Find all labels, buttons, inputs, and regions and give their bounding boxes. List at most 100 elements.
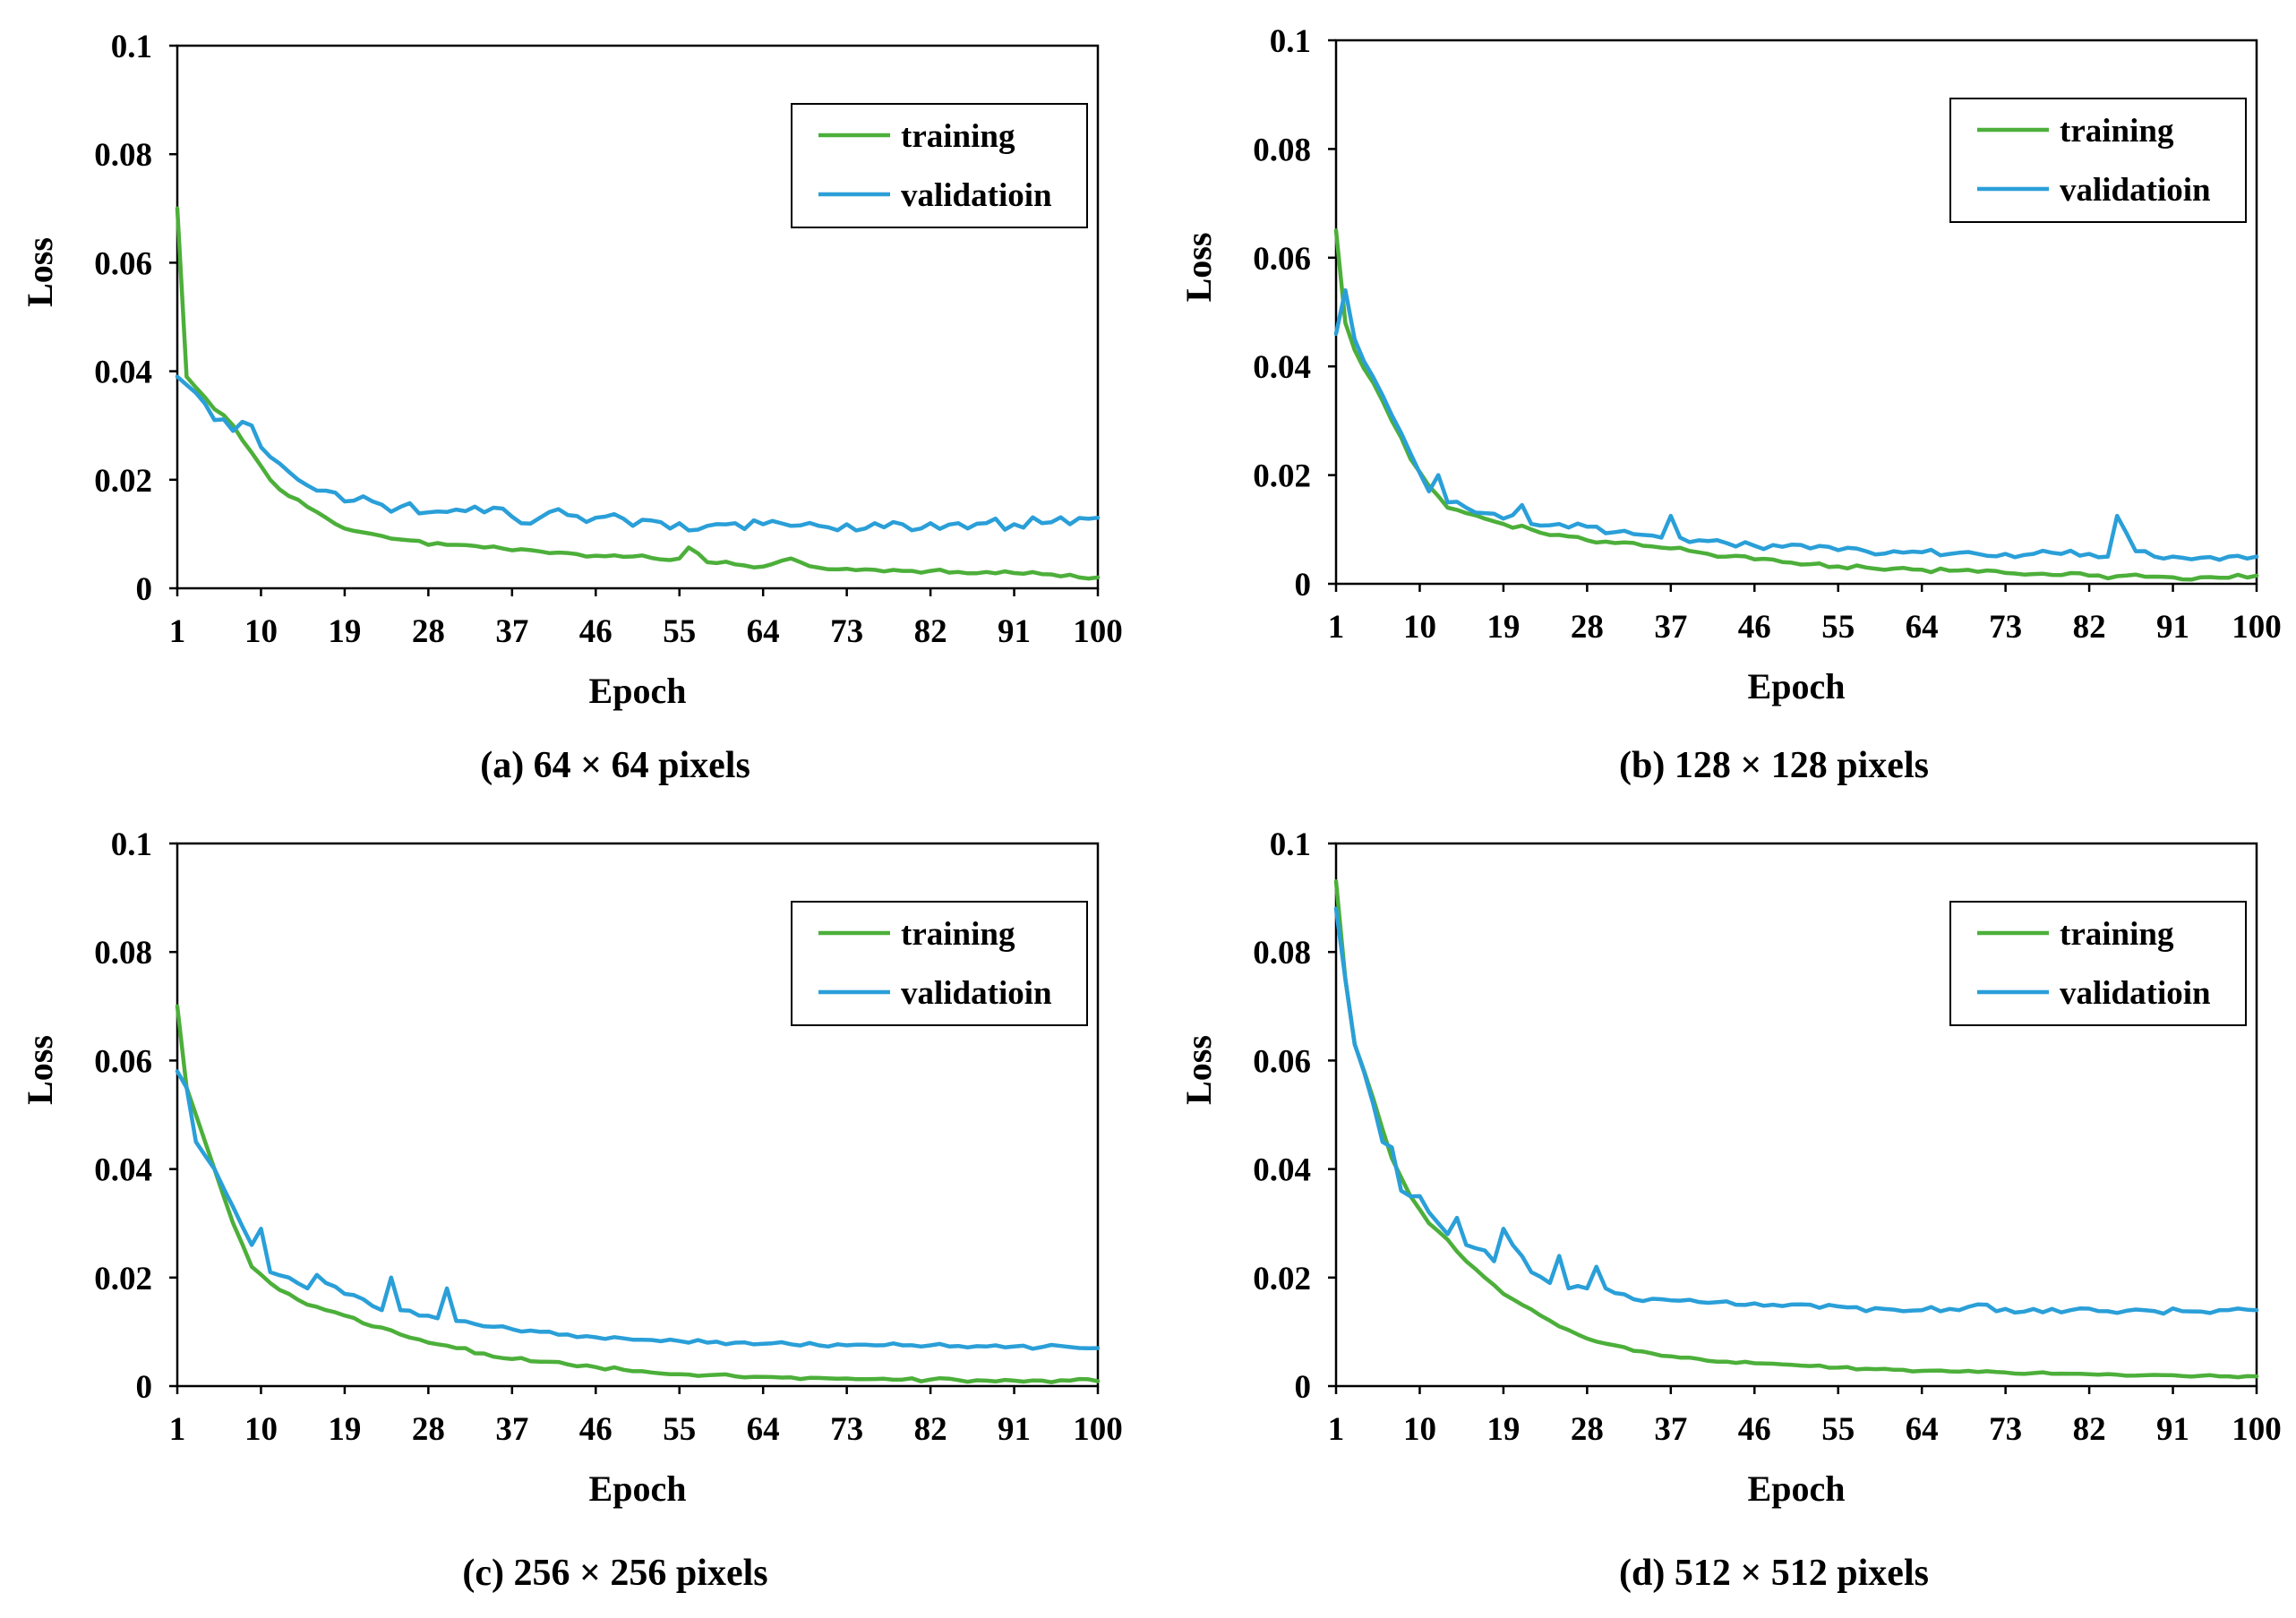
x-tick-label: 28 — [1571, 1411, 1604, 1448]
x-tick-label: 37 — [1654, 609, 1687, 646]
series-line-training — [175, 1004, 1101, 1384]
x-tick-label: 10 — [244, 613, 278, 650]
x-tick-label: 82 — [2073, 609, 2106, 646]
x-tick-label: 100 — [1073, 613, 1123, 650]
y-tick-label: 0.08 — [1253, 132, 1311, 168]
y-tick-label: 0 — [1295, 1369, 1312, 1406]
x-tick-label: 1 — [169, 613, 186, 650]
plot-area-frame — [1334, 39, 2258, 586]
x-tick-label: 46 — [1738, 1411, 1771, 1448]
x-tick-label: 10 — [244, 1411, 278, 1448]
x-tick-label: 1 — [1328, 609, 1345, 646]
y-tick-label: 0.02 — [1253, 458, 1311, 495]
legend-box — [1949, 98, 2247, 223]
x-tick-label: 100 — [2232, 1411, 2282, 1448]
y-tick-label: 0.06 — [1253, 241, 1311, 278]
y-tick-label: 0.1 — [1270, 826, 1311, 863]
x-tick-label: 73 — [1989, 609, 2022, 646]
series-line-validatioin — [1333, 287, 2259, 562]
x-axis-title: Epoch — [589, 671, 687, 711]
legend-label-training: training — [901, 916, 1015, 953]
series-line-training — [175, 206, 1101, 581]
x-tick-label: 28 — [1571, 609, 1604, 646]
y-tick-label: 0.02 — [94, 463, 152, 500]
legend: training validatioin — [1949, 98, 2247, 223]
y-axis-title: Loss — [20, 237, 60, 307]
y-tick-label: 0.08 — [94, 935, 152, 972]
y-tick-label: 0.08 — [94, 137, 152, 174]
x-tick-label: 91 — [2156, 609, 2189, 646]
legend-box — [1949, 901, 2247, 1026]
y-tick-label: 0.02 — [94, 1261, 152, 1297]
x-tick-label: 82 — [914, 1411, 947, 1448]
x-tick-label: 10 — [1403, 1411, 1436, 1448]
legend-label-training: training — [2060, 916, 2174, 953]
x-axis-title: Epoch — [1748, 666, 1846, 706]
y-tick-label: 0.1 — [1270, 23, 1311, 60]
plot-area-frame — [1334, 842, 2258, 1388]
x-tick-label: 28 — [412, 1411, 445, 1448]
y-tick-label: 0.04 — [1253, 1152, 1311, 1189]
x-tick-label: 37 — [495, 1411, 528, 1448]
y-axis-title: Loss — [1178, 1035, 1219, 1105]
series-line-validatioin — [175, 374, 1101, 533]
y-tick-label: 0.04 — [94, 355, 152, 391]
y-axis-title: Loss — [1178, 233, 1219, 303]
x-axis-title: Epoch — [1748, 1468, 1846, 1509]
legend-label-validatioin: validatioin — [901, 975, 1052, 1012]
legend-label-validatioin: validatioin — [2060, 172, 2211, 209]
y-tick-label: 0.02 — [1253, 1261, 1311, 1297]
x-tick-label: 55 — [1821, 1411, 1855, 1448]
plot-area-frame — [176, 842, 1100, 1388]
y-tick-label: 0 — [136, 1369, 153, 1406]
legend: training validatioin — [791, 103, 1088, 228]
x-tick-label: 19 — [328, 613, 361, 650]
x-tick-label: 46 — [1738, 609, 1771, 646]
legend-label-validatioin: validatioin — [901, 177, 1052, 214]
x-tick-label: 73 — [830, 1411, 863, 1448]
legend-label-training: training — [2060, 113, 2174, 150]
x-tick-label: 10 — [1403, 609, 1436, 646]
x-tick-label: 91 — [2156, 1411, 2189, 1448]
series-line-validatioin — [1333, 906, 2259, 1316]
x-tick-label: 64 — [1906, 609, 1939, 646]
x-tick-label: 82 — [2073, 1411, 2106, 1448]
series-line-validatioin — [175, 1069, 1101, 1351]
panel-caption: (b) 128 × 128 pixels — [1619, 745, 1929, 786]
y-tick-label: 0 — [136, 571, 153, 608]
chart-panel-d: 0 0.02 0.04 0.06 0.08 0.1 1 10 19 28 37 46 55 64 73 82 9… — [1178, 826, 2282, 1594]
x-axis-title: Epoch — [589, 1468, 687, 1509]
x-tick-label: 19 — [328, 1411, 361, 1448]
x-tick-label: 100 — [1073, 1411, 1123, 1448]
chart-panel-c: 0 0.02 0.04 0.06 0.08 0.1 1 10 19 28 37 46 55 64 73 82 9… — [20, 826, 1123, 1594]
y-tick-label: 0.04 — [94, 1152, 152, 1189]
legend-label-training: training — [901, 118, 1015, 155]
legend-box — [791, 103, 1088, 228]
y-tick-label: 0.06 — [1253, 1043, 1311, 1080]
chart-panel-b: 0 0.02 0.04 0.06 0.08 0.1 1 10 19 28 37 46 55 64 73 82 9… — [1178, 23, 2282, 786]
x-tick-label: 46 — [579, 613, 613, 650]
x-tick-label: 19 — [1486, 1411, 1520, 1448]
y-tick-label: 0.08 — [1253, 935, 1311, 972]
series-line-training — [1333, 228, 2259, 582]
legend-label-validatioin: validatioin — [2060, 975, 2211, 1012]
y-tick-label: 0 — [1295, 567, 1312, 604]
x-tick-label: 1 — [1328, 1411, 1345, 1448]
series-line-training — [1333, 879, 2259, 1380]
x-tick-label: 73 — [1989, 1411, 2022, 1448]
x-tick-label: 64 — [747, 613, 780, 650]
legend: training validatioin — [791, 901, 1088, 1026]
x-tick-label: 19 — [1486, 609, 1520, 646]
x-tick-label: 73 — [830, 613, 863, 650]
x-tick-label: 1 — [169, 1411, 186, 1448]
x-tick-label: 64 — [747, 1411, 780, 1448]
legend-box — [791, 901, 1088, 1026]
x-tick-label: 100 — [2232, 609, 2282, 646]
x-tick-label: 55 — [663, 1411, 696, 1448]
x-tick-label: 37 — [1654, 1411, 1687, 1448]
panel-caption: (d) 512 × 512 pixels — [1619, 1553, 1929, 1594]
x-tick-label: 64 — [1906, 1411, 1939, 1448]
x-tick-label: 28 — [412, 613, 445, 650]
y-tick-label: 0.06 — [94, 1043, 152, 1080]
